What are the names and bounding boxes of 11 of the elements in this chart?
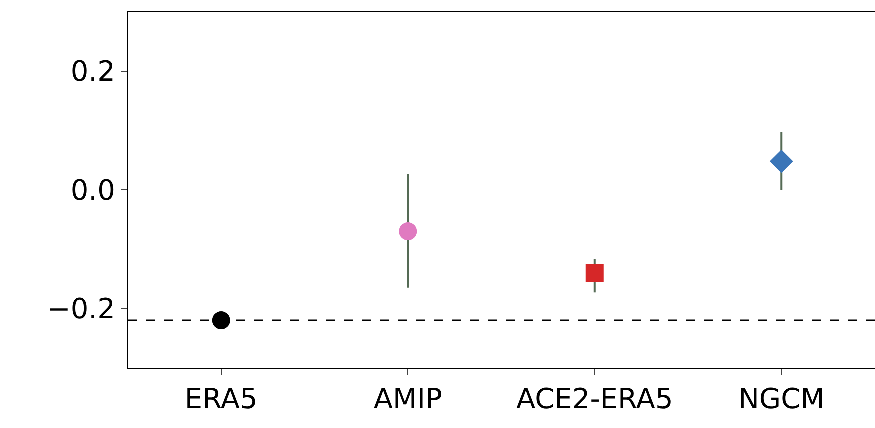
x-tick-label: ERA5	[184, 382, 258, 416]
point	[399, 222, 418, 241]
point	[586, 264, 604, 282]
x-tick-label: NGCM	[738, 382, 825, 416]
x-tick-label: ACE2-ERA5	[516, 382, 674, 416]
point	[212, 312, 230, 330]
point	[770, 150, 794, 174]
x-tick-label: AMIP	[374, 382, 442, 416]
y-tick-label: 0.2	[70, 55, 116, 88]
y-tick-label: −0.2	[47, 292, 116, 326]
y-tick-label: 0.0	[70, 174, 116, 207]
